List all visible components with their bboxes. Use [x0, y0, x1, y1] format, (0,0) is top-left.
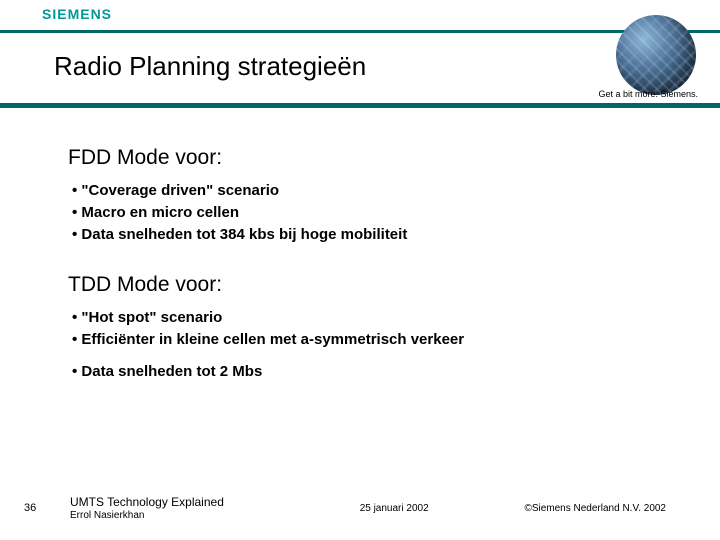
- siemens-logo: SIEMENS: [42, 6, 112, 22]
- bullet-item: "Coverage driven" scenario: [72, 180, 666, 202]
- bullet-item: Efficiënter in kleine cellen met a-symme…: [72, 329, 666, 351]
- section-heading-tdd: TDD Mode voor:: [68, 273, 666, 297]
- presentation-title: UMTS Technology Explained: [70, 495, 224, 509]
- slide-footer: 36 UMTS Technology Explained Errol Nasie…: [0, 490, 720, 526]
- footer-date: 25 januari 2002: [224, 503, 525, 514]
- page-number: 36: [24, 502, 64, 514]
- footer-left-block: UMTS Technology Explained Errol Nasierkh…: [70, 495, 224, 520]
- title-band: Radio Planning strategieën Get a bit mor…: [0, 30, 720, 108]
- footer-copyright: ©Siemens Nederland N.V. 2002: [524, 503, 696, 514]
- bullet-item: Macro en micro cellen: [72, 202, 666, 224]
- section-heading-fdd: FDD Mode voor:: [68, 146, 666, 170]
- author-name: Errol Nasierkhan: [70, 510, 224, 521]
- globe-graphic: [616, 15, 696, 95]
- logo-bar: SIEMENS: [0, 0, 720, 30]
- bullet-item: "Hot spot" scenario: [72, 307, 666, 329]
- bullet-item: Data snelheden tot 2 Mbs: [72, 361, 666, 383]
- content-area: FDD Mode voor: "Coverage driven" scenari…: [0, 108, 720, 383]
- bullet-list-fdd: "Coverage driven" scenario Macro en micr…: [72, 180, 666, 245]
- tagline: Get a bit more. Siemens.: [598, 89, 698, 99]
- bullet-list-tdd: "Hot spot" scenario Efficiënter in klein…: [72, 307, 666, 382]
- bullet-item: Data snelheden tot 384 kbs bij hoge mobi…: [72, 224, 666, 246]
